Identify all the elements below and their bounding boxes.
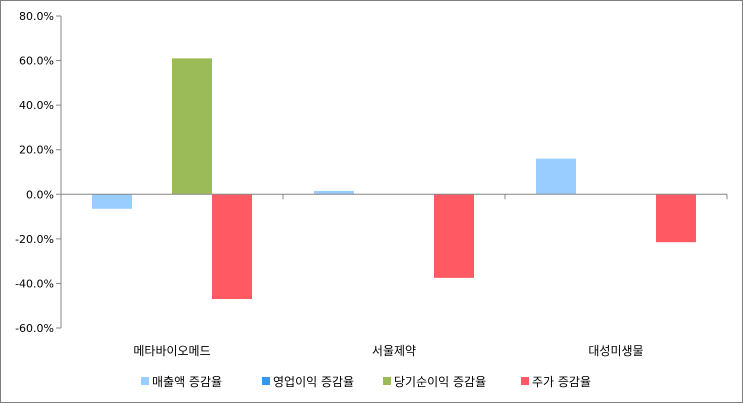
y-axis-tick-marks [56, 15, 728, 329]
category-label: 서울제약 [372, 343, 416, 358]
legend-label: 당기순이익 증감율 [394, 375, 486, 389]
legend: 매출액 증감율 영업이익 증감율 당기순이익 증감율 주가 증감율 [141, 375, 591, 389]
legend-swatch [141, 377, 149, 385]
y-tick-label: 20.0% [19, 144, 54, 157]
legend-label: 매출액 증감율 [152, 375, 222, 389]
bars [92, 58, 696, 300]
legend-label: 영업이익 증감율 [273, 375, 354, 389]
legend-swatch [383, 377, 391, 385]
bar [314, 190, 354, 195]
bar [172, 58, 212, 195]
bar [434, 194, 474, 278]
y-tick-label: 60.0% [19, 55, 54, 68]
y-tick-label: 80.0% [19, 10, 54, 23]
y-tick-label: -60.0% [15, 322, 54, 335]
y-tick-label: -40.0% [15, 277, 54, 290]
legend-label: 주가 증감율 [532, 375, 591, 389]
y-axis-tick-labels: 80.0% 60.0% 40.0% 20.0% 0.0% -20.0% -40.0% -60.… [15, 10, 54, 335]
legend-swatch [521, 377, 529, 385]
bar [656, 194, 696, 243]
y-tick-label: 40.0% [19, 99, 54, 112]
category-label: 메타바이오메드 [133, 344, 210, 358]
y-tick-label: -20.0% [15, 233, 54, 246]
category-label: 대성미생물 [588, 344, 643, 358]
legend-swatch [262, 377, 270, 385]
y-tick-label: 0.0% [26, 188, 54, 201]
category-labels: 메타바이오메드 서울제약 대성미생물 [133, 343, 643, 358]
bar [536, 158, 576, 195]
bar [92, 194, 132, 209]
bar [212, 194, 252, 300]
